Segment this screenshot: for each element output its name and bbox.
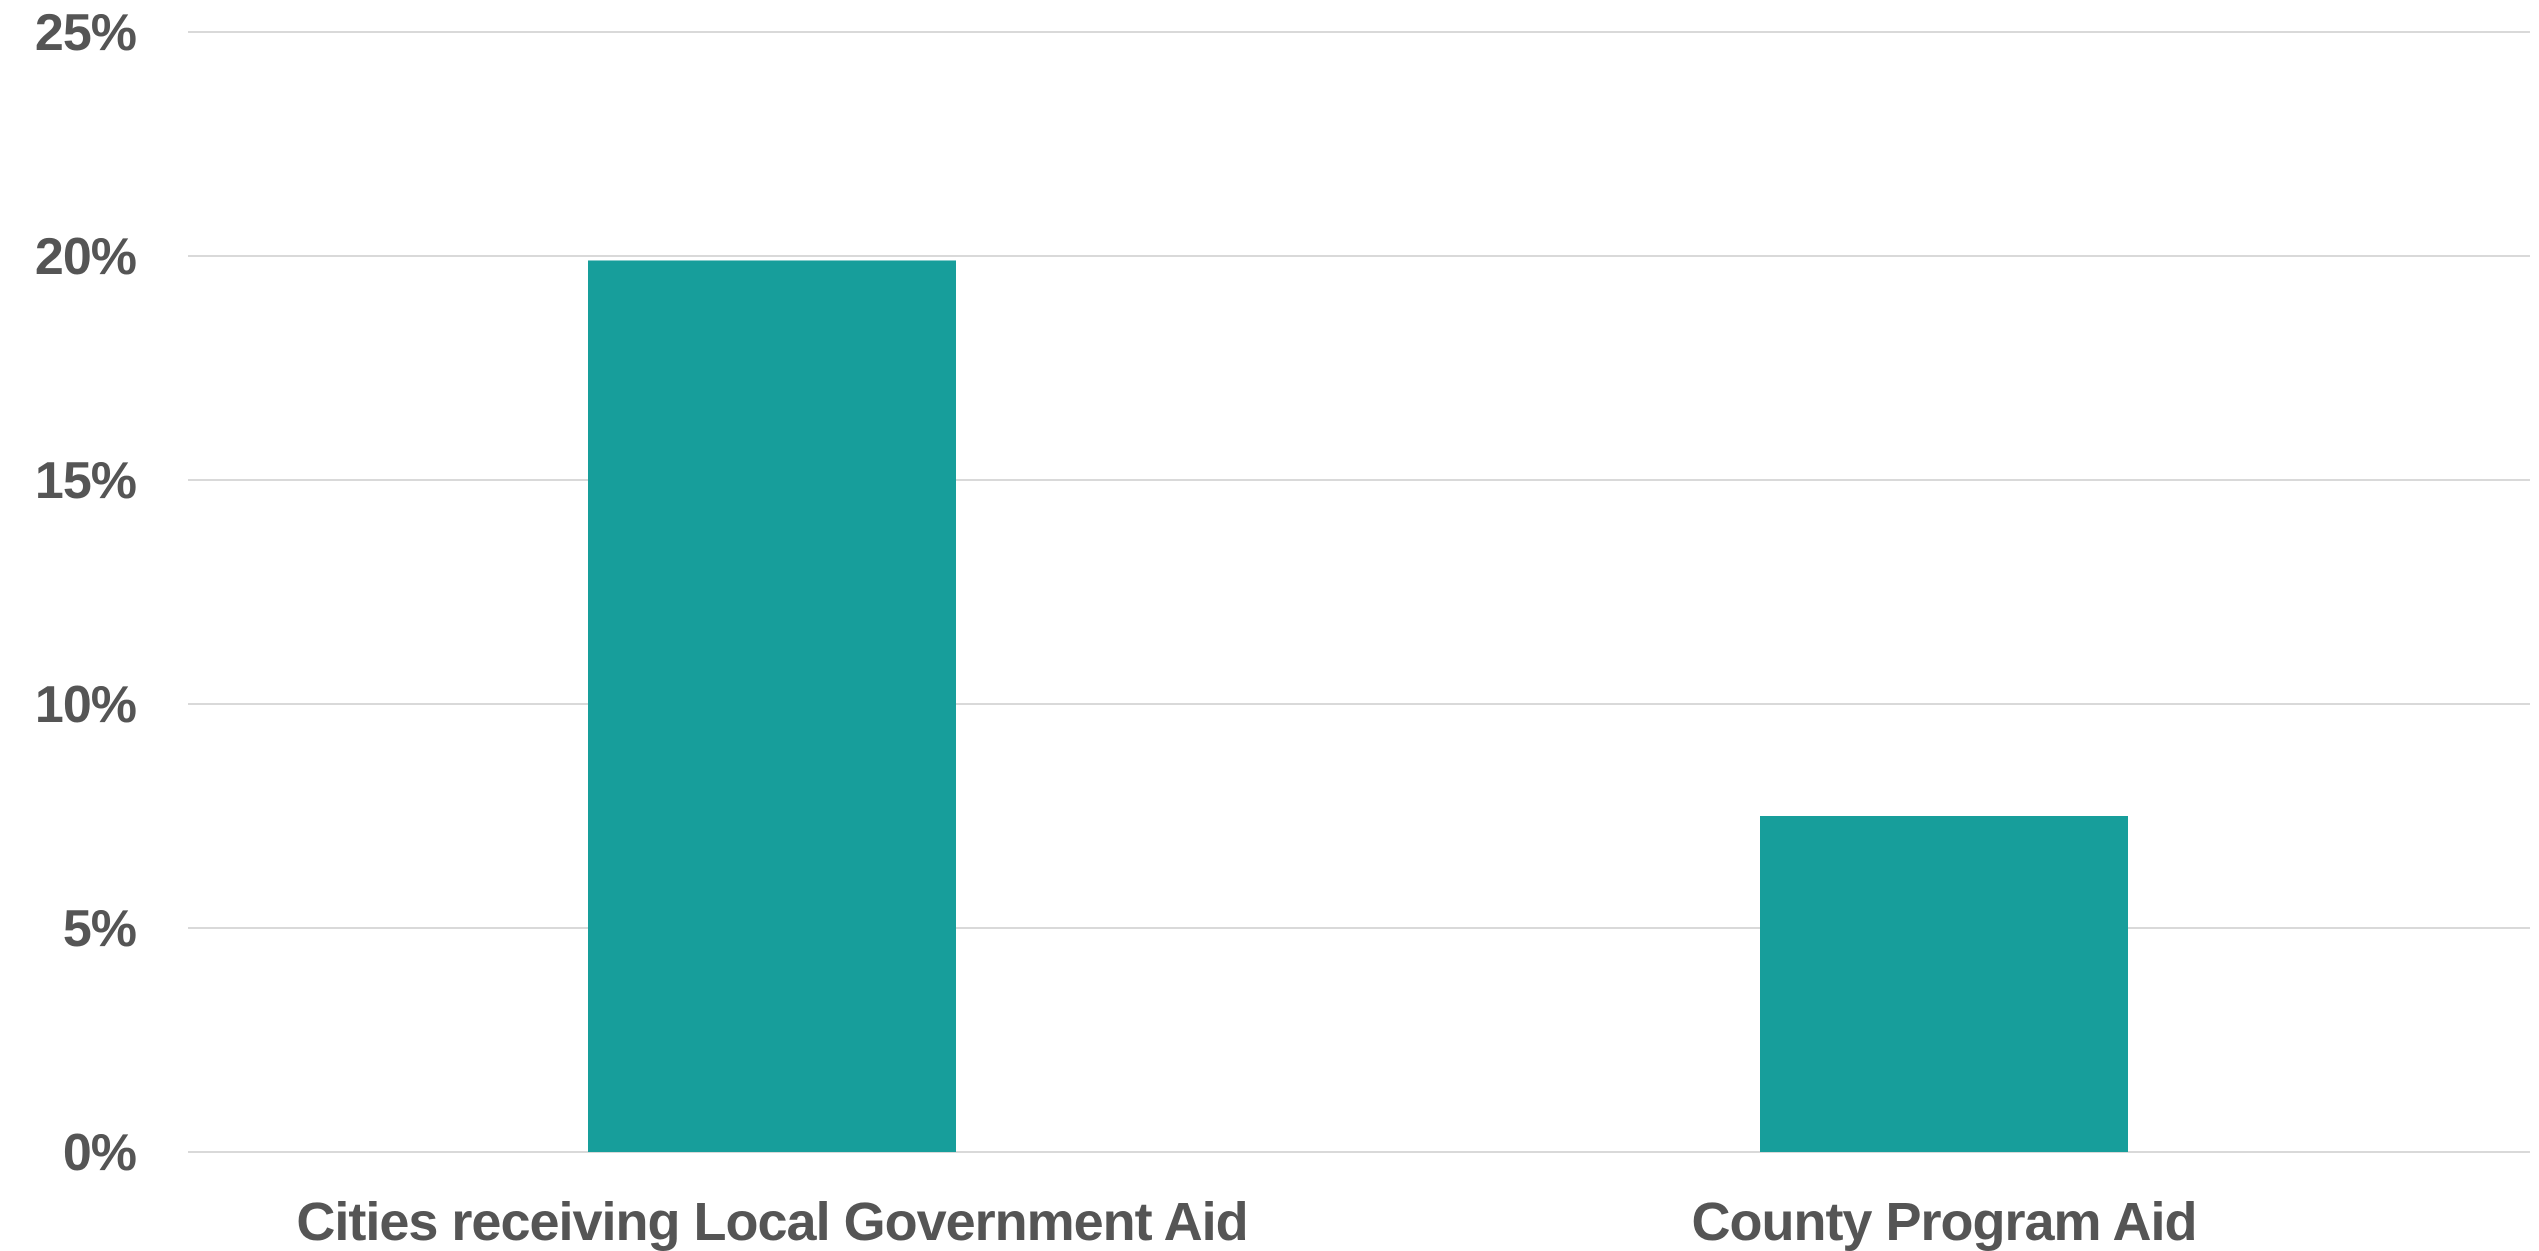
gridlines [188,31,2530,1153]
x-category-label: County Program Aid [1691,1192,2196,1251]
x-axis-category-labels: Cities receiving Local Government Aid Cou… [296,1192,2197,1251]
y-tick-label: 10% [35,676,136,734]
bars [588,260,2128,1153]
y-tick-label: 25% [35,4,136,62]
bar-2 [1760,816,2128,1152]
x-category-label: Cities receiving Local Government Aid [296,1192,1247,1251]
y-tick-label: 5% [63,900,136,958]
y-tick-label: 20% [35,228,136,286]
bar-1 [588,260,956,1153]
y-tick-label: 0% [63,1124,136,1182]
y-tick-label: 15% [35,452,136,510]
y-axis-tick-labels: 0% 5% 10% 15% 20% 25% [35,4,137,1182]
